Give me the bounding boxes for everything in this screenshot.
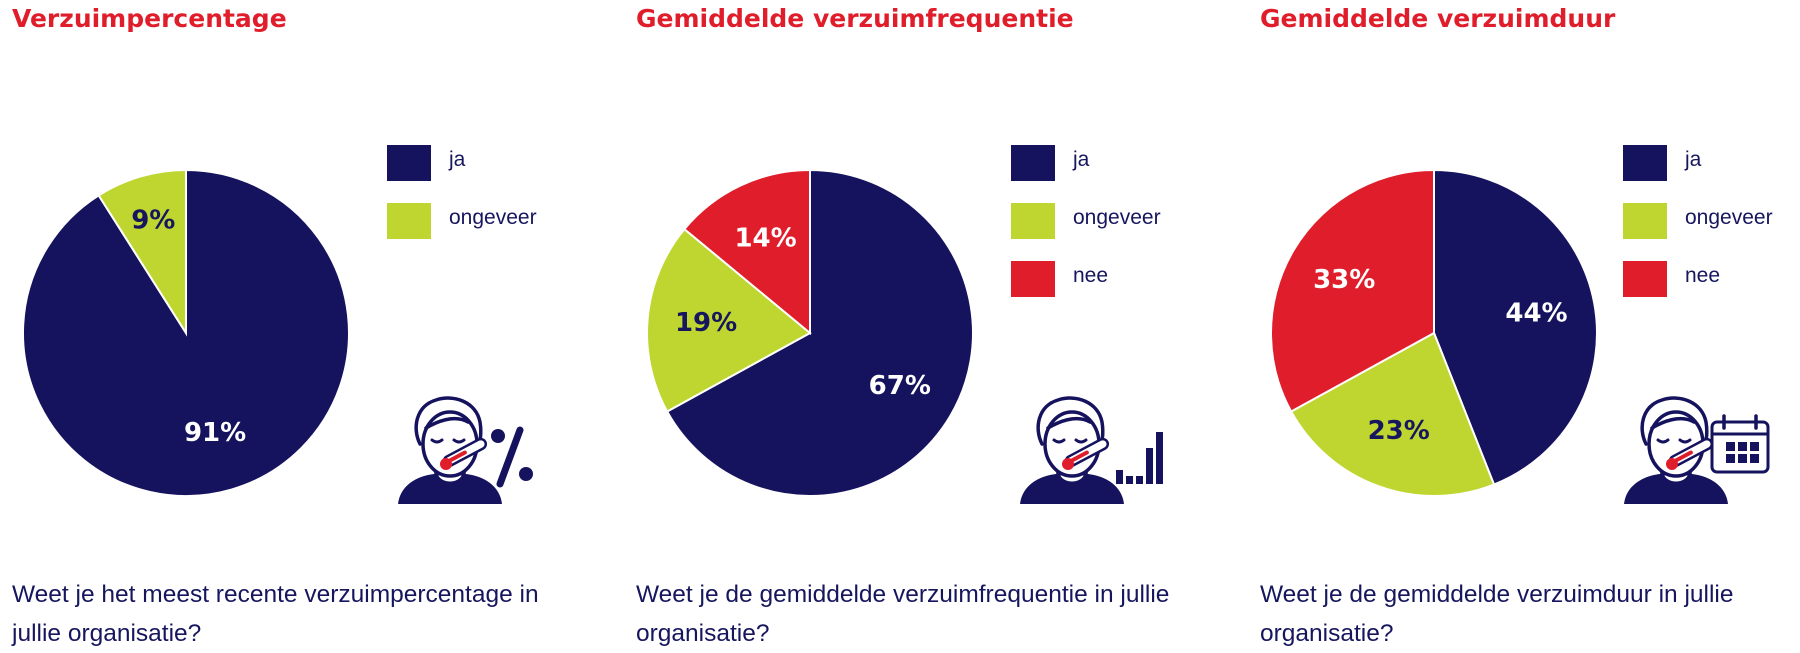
pie-slice-ja: [1433, 168, 1598, 486]
data-label-ja: 91%: [184, 418, 246, 448]
pie-slice-ja: [665, 168, 974, 497]
pie-slice-ongeveer: [97, 168, 187, 337]
legend-label: nee: [1685, 264, 1721, 287]
legend-swatch-ja: [387, 145, 431, 181]
person-thermometer-percent-icon: [398, 396, 533, 504]
data-label-nee: 14%: [734, 224, 796, 254]
legend-swatch-ja: [1623, 145, 1667, 181]
chart-title: Gemiddelde verzuimfrequentie: [636, 4, 1074, 33]
pie-slice-ongeveer: [645, 227, 812, 413]
legend-label: nee: [1073, 264, 1109, 287]
legend-swatch-ja: [1011, 145, 1055, 181]
legend-label: ja: [1685, 148, 1702, 171]
legend-label: ja: [1073, 148, 1090, 171]
pie-slice-ongeveer: [1289, 331, 1496, 497]
chart-title: Verzuimpercentage: [12, 4, 287, 33]
chart-panel-verzuimduur: Gemiddelde verzuimduur 44% 23% 33% ja onge…: [1248, 0, 1800, 650]
data-label-ongeveer: 23%: [1368, 416, 1430, 446]
question-text: Weet je de gemiddelde verzuimduur in jul…: [1260, 581, 1734, 647]
legend-swatch-ongeveer: [387, 203, 431, 239]
data-label-ja: 44%: [1505, 299, 1567, 329]
person-thermometer-barchart-icon: [1020, 396, 1163, 504]
legend-swatch-nee: [1623, 261, 1667, 297]
question-text: Weet je de gemiddelde verzuimfrequentie …: [636, 581, 1170, 647]
pie-chart: 44% 23% 33%: [1270, 168, 1598, 497]
pie-chart: 91% 9%: [22, 168, 350, 497]
chart-title: Gemiddelde verzuimduur: [1260, 4, 1616, 33]
legend-swatch-nee: [1011, 261, 1055, 297]
legend-label: ongeveer: [1073, 206, 1161, 229]
legend-label: ja: [449, 148, 466, 171]
pie-slice-nee: [1270, 168, 1435, 413]
legend-label: ongeveer: [1685, 206, 1773, 229]
chart-panel-verzuimpercentage: Verzuimpercentage 91% 9% ja ongeveer Weet…: [0, 0, 600, 650]
question-text: Weet je het meest recente verzuimpercent…: [12, 581, 539, 647]
data-label-nee: 33%: [1313, 265, 1375, 295]
pie-slice-nee: [683, 168, 811, 336]
person-thermometer-calendar-icon: [1624, 396, 1770, 504]
legend-swatch-ongeveer: [1011, 203, 1055, 239]
chart-panel-verzuimfrequentie: Gemiddelde verzuimfrequentie 67% 19% 14% j…: [624, 0, 1224, 650]
legend-swatch-ongeveer: [1623, 203, 1667, 239]
data-label-ongeveer: 9%: [131, 205, 175, 235]
legend-label: ongeveer: [449, 206, 537, 229]
data-label-ongeveer: 19%: [675, 308, 737, 338]
data-label-ja: 67%: [869, 371, 931, 401]
pie-chart: 67% 19% 14%: [645, 168, 974, 497]
